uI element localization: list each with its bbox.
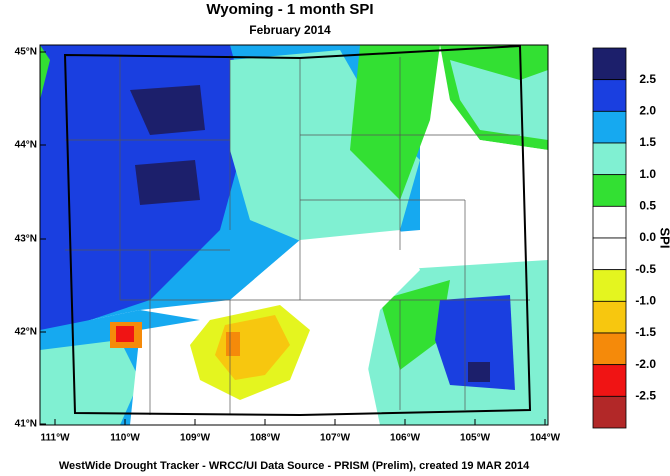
legend-label: -2.0 [635, 357, 656, 371]
lat-label: 42°N [15, 327, 37, 338]
legend-swatch [592, 300, 627, 334]
lon-label: 109°W [180, 433, 211, 444]
legend-swatch [592, 269, 627, 302]
legend-swatch [592, 364, 627, 397]
subtitle: February 2014 [249, 23, 331, 37]
state-border [63, 45, 532, 417]
legend-label: 2.0 [639, 104, 656, 118]
lon-label: 111°W [40, 433, 70, 444]
legend-label: 2.5 [639, 72, 656, 86]
spi-field [40, 45, 548, 425]
legend-swatch [592, 205, 627, 239]
legend-label: 0.0 [639, 230, 656, 244]
lon-label: 104°W [530, 433, 561, 444]
legend-title: SPI [658, 228, 670, 249]
legend-swatch [592, 47, 627, 81]
legend-swatch [592, 174, 627, 207]
legend-label: -0.5 [635, 262, 656, 276]
lon-label: 108°W [250, 433, 281, 444]
lon-label: 110°W [110, 433, 140, 444]
legend-label: -1.0 [635, 294, 656, 308]
lat-label: 45°N [15, 47, 37, 58]
legend-label: 1.5 [639, 135, 656, 149]
title: Wyoming - 1 month SPI [206, 1, 373, 18]
lon-label: 107°W [320, 433, 351, 444]
footer: WestWide Drought Tracker - WRCC/UI Data … [59, 460, 530, 472]
lat-label: 43°N [15, 234, 37, 245]
legend-swatch [592, 79, 627, 112]
map-frame [39, 44, 549, 426]
legend-label: 1.0 [639, 167, 656, 181]
legend-swatch [592, 237, 627, 271]
lat-label: 44°N [15, 140, 37, 151]
county-lines [65, 55, 530, 415]
lat-label: 41°N [15, 419, 37, 430]
lon-label: 105°W [460, 433, 491, 444]
legend-swatch [592, 332, 627, 366]
legend-swatch [592, 110, 627, 144]
legend-label: -1.5 [635, 325, 656, 339]
legend-label: 0.5 [639, 199, 656, 213]
legend-label: -2.5 [635, 389, 656, 403]
lon-label: 106°W [390, 433, 421, 444]
legend-swatch [592, 395, 627, 429]
legend-swatch [592, 142, 627, 176]
